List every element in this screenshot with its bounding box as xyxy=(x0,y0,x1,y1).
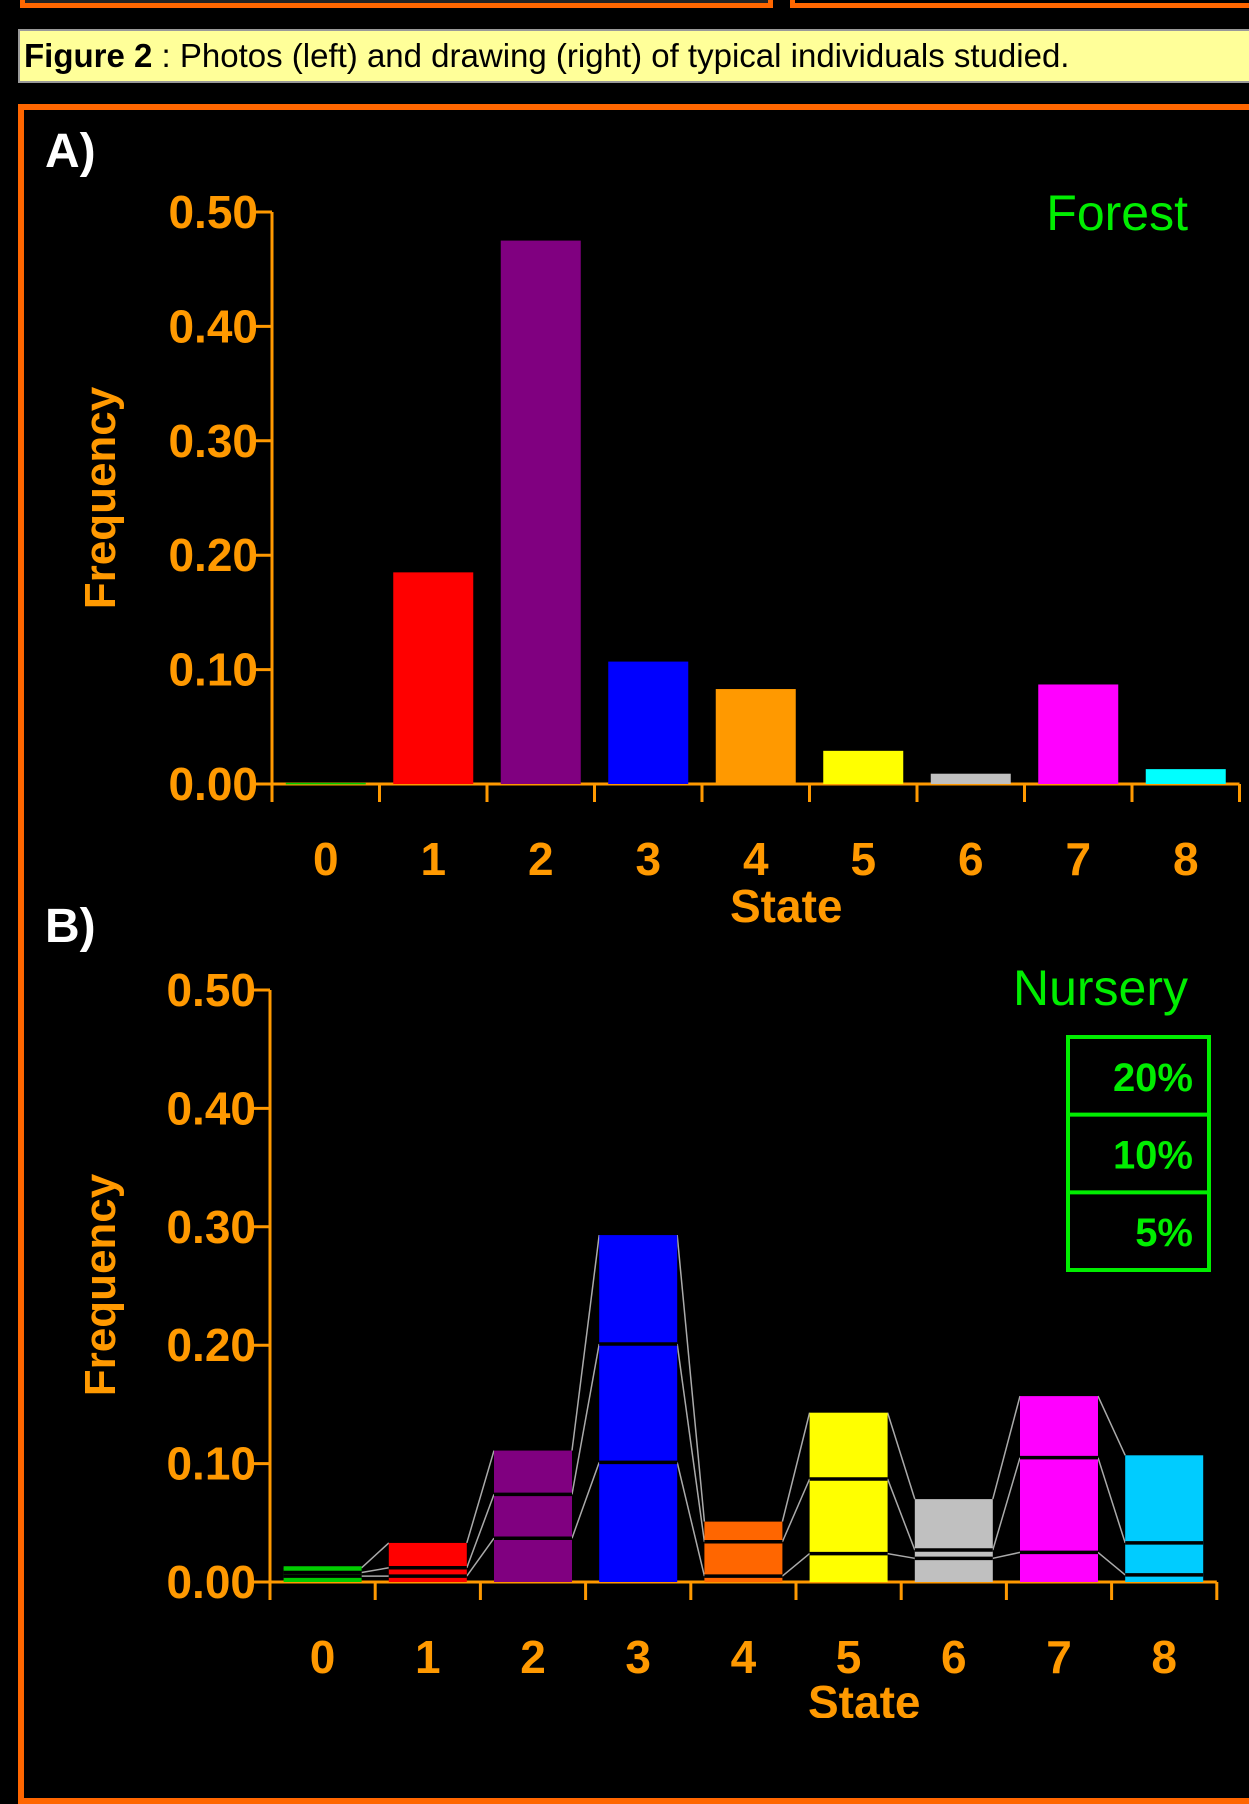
bar xyxy=(930,773,1011,784)
y-tick-label: 0.30 xyxy=(166,1201,256,1253)
bar xyxy=(704,1521,783,1582)
panel-label: B) xyxy=(45,900,96,953)
chart-title: Nursery xyxy=(1013,960,1188,1016)
x-axis-label: State xyxy=(730,880,842,932)
level-connector xyxy=(361,1567,389,1574)
x-tick-label: 5 xyxy=(850,833,876,885)
charts-svg: A) Forest Frequency 0.00 0.10 0.20 0.30 0.40 0.5… xyxy=(45,125,1241,1718)
bar xyxy=(494,1450,572,1582)
y-tick-label: 0.40 xyxy=(168,300,258,352)
bar xyxy=(1038,684,1119,784)
y-tick-label: 0.10 xyxy=(168,644,258,696)
level-connector xyxy=(466,1494,495,1569)
y-tick-label: 0.20 xyxy=(166,1319,256,1371)
y-tick-label: 0.10 xyxy=(166,1438,256,1490)
bar xyxy=(393,572,474,784)
level-connector xyxy=(466,1537,495,1577)
y-tick-label: 0.30 xyxy=(168,415,258,467)
level-connector xyxy=(571,1462,600,1539)
legend-label: 10% xyxy=(1113,1134,1193,1178)
level-connector xyxy=(571,1343,600,1495)
y-tick-label: 0.50 xyxy=(168,186,258,238)
bar xyxy=(500,240,581,785)
x-axis-label: State xyxy=(808,1676,920,1718)
drawing-frame xyxy=(790,0,1249,8)
x-tick-label: 7 xyxy=(1065,833,1091,885)
level-connector xyxy=(992,1395,1021,1500)
legend-label: 20% xyxy=(1113,1056,1193,1100)
x-tick-label: 0 xyxy=(313,833,339,885)
y-tick-label: 0.20 xyxy=(168,529,258,581)
bar xyxy=(608,661,689,784)
x-tick-label: 6 xyxy=(941,1631,967,1683)
x-tick-label: 4 xyxy=(731,1631,757,1683)
bar xyxy=(809,1412,888,1582)
bar xyxy=(1145,769,1226,784)
level-connector xyxy=(781,1553,811,1577)
x-tick-label: 6 xyxy=(958,833,984,885)
x-tick-label: 4 xyxy=(743,833,769,885)
y-axis-label: Frequency xyxy=(76,386,125,609)
level-connector xyxy=(886,1412,916,1500)
level-connector xyxy=(676,1343,706,1542)
bar xyxy=(1125,1455,1204,1582)
level-connector xyxy=(781,1412,811,1522)
x-tick-label: 0 xyxy=(310,1631,336,1683)
bar xyxy=(285,782,366,785)
bar xyxy=(914,1499,993,1582)
x-tick-label: 1 xyxy=(415,1631,441,1683)
chart-title: Forest xyxy=(1046,185,1188,241)
x-tick-label: 8 xyxy=(1173,833,1199,885)
panel-label: A) xyxy=(45,125,96,178)
level-connector xyxy=(992,1551,1021,1560)
level-connector xyxy=(1097,1457,1126,1544)
level-connector xyxy=(781,1478,811,1543)
x-tick-label: 1 xyxy=(420,833,446,885)
level-connector xyxy=(571,1234,600,1451)
bar xyxy=(715,689,796,784)
bar xyxy=(599,1235,678,1582)
level-connector xyxy=(887,1552,915,1560)
figure-caption: Figure 2 : Photos (left) and drawing (ri… xyxy=(18,29,1249,83)
x-tick-label: 7 xyxy=(1046,1631,1072,1683)
level-connector xyxy=(992,1457,1021,1551)
bar xyxy=(823,750,904,784)
y-tick-label: 0.50 xyxy=(166,964,256,1016)
level-connector xyxy=(361,1542,390,1569)
caption-label: Figure 2 xyxy=(24,37,153,74)
x-tick-label: 2 xyxy=(520,1631,546,1683)
y-tick-label: 0.00 xyxy=(168,758,258,810)
level-connector xyxy=(1097,1395,1126,1456)
level-connector xyxy=(676,1462,706,1577)
level-connector xyxy=(886,1478,916,1551)
x-tick-label: 3 xyxy=(635,833,661,885)
x-tick-label: 2 xyxy=(528,833,554,885)
caption-text: : Photos (left) and drawing (right) of t… xyxy=(152,37,1070,74)
level-connector xyxy=(466,1450,495,1544)
photo-frame xyxy=(20,0,773,8)
legend-box xyxy=(1066,1035,1211,1272)
level-connector xyxy=(676,1235,706,1522)
x-tick-label: 5 xyxy=(836,1631,862,1683)
y-tick-label: 0.40 xyxy=(166,1082,256,1134)
x-tick-label: 3 xyxy=(625,1631,651,1683)
y-tick-label: 0.00 xyxy=(166,1556,256,1608)
level-connector xyxy=(1097,1551,1126,1576)
x-tick-label: 8 xyxy=(1151,1631,1177,1683)
y-axis-label: Frequency xyxy=(76,1173,125,1396)
legend-label: 5% xyxy=(1135,1211,1193,1255)
